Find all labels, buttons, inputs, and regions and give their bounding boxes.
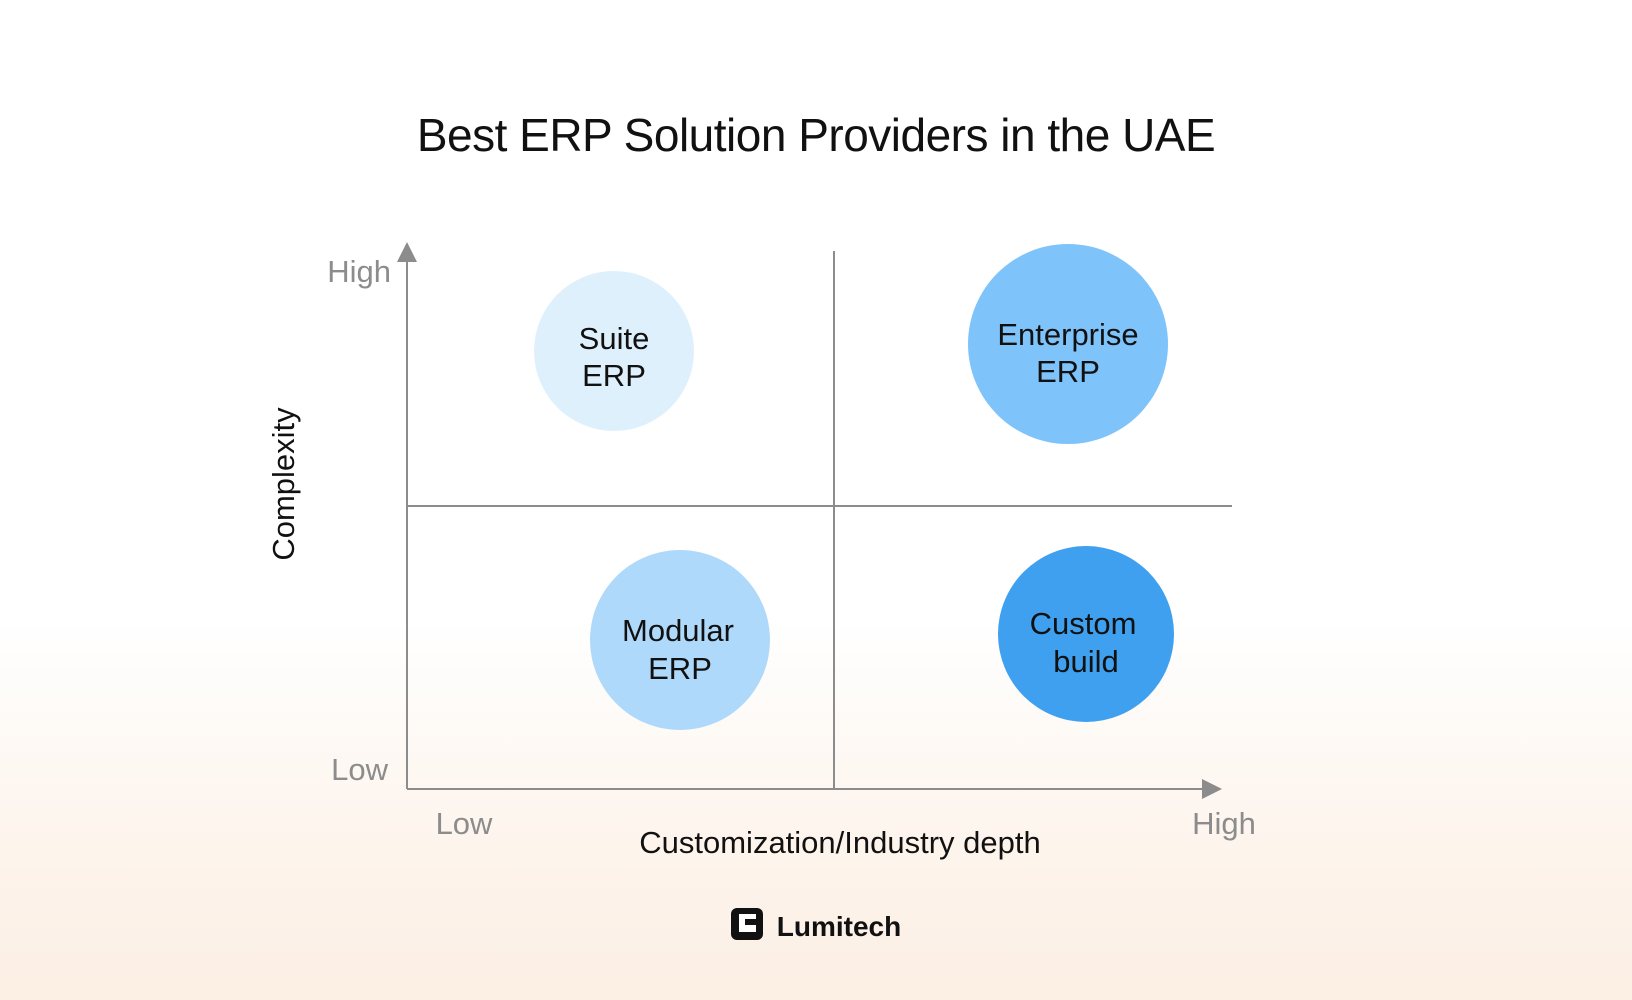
brand-name: Lumitech <box>776 910 902 942</box>
bubble-modular-erp: Modular ERP <box>590 550 770 730</box>
bubble-custom-build-label-line-2: build <box>1053 644 1119 679</box>
bubble-modular-erp-label-line-1: Modular <box>622 613 734 648</box>
bubble-suite-erp-label-line-1: Suite <box>579 321 650 356</box>
bubble-modular-erp-circle <box>590 550 770 730</box>
bubble-suite-erp-circle <box>534 271 694 431</box>
y-axis-high-label: High <box>327 254 391 289</box>
bubble-enterprise-erp-label-line-2: ERP <box>1036 354 1100 389</box>
bubble-enterprise-erp-label-line-1: Enterprise <box>997 317 1138 352</box>
lumitech-logo-icon <box>730 908 763 945</box>
x-axis-title: Customization/Industry depth <box>639 825 1041 860</box>
bubble-custom-build-circle <box>998 546 1174 722</box>
chart-title: Best ERP Solution Providers in the UAE <box>416 109 1216 161</box>
x-axis-low-label: Low <box>436 806 493 841</box>
x-axis-high-label: High <box>1192 806 1256 841</box>
bubble-enterprise-erp: Enterprise ERP <box>968 244 1168 444</box>
y-axis-title: Complexity <box>266 407 301 561</box>
y-axis-low-label: Low <box>331 752 388 787</box>
bubble-enterprise-erp-circle <box>968 244 1168 444</box>
bubble-custom-build-label-line-1: Custom <box>1030 606 1137 641</box>
bubble-custom-build: Custom build <box>998 546 1174 722</box>
brand-footer: Lumitech <box>0 908 1632 945</box>
bubble-suite-erp-label-line-2: ERP <box>582 358 646 393</box>
bubble-modular-erp-label-line-2: ERP <box>648 651 712 686</box>
bubble-suite-erp: Suite ERP <box>534 271 694 431</box>
